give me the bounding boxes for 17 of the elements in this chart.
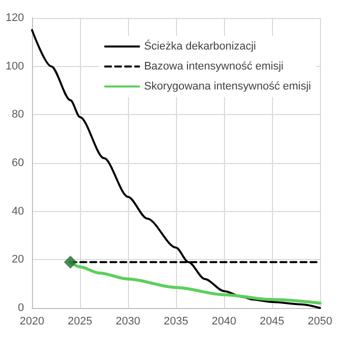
x-tick-label: 2020 [20, 316, 44, 328]
legend-label: Bazowa intensywność emisji [144, 60, 284, 72]
y-tick-label: 100 [6, 60, 24, 72]
x-tick-label: 2035 [164, 316, 188, 328]
x-tick-label: 2030 [116, 316, 140, 328]
x-tick-label: 2045 [260, 316, 284, 328]
x-tick-label: 2040 [212, 316, 236, 328]
y-tick-label: 60 [12, 157, 24, 169]
y-tick-label: 0 [18, 302, 24, 314]
y-tick-label: 20 [12, 254, 24, 266]
x-tick-label: 2050 [308, 316, 332, 328]
y-tick-label: 40 [12, 205, 24, 218]
legend-label: Ścieżka dekarbonizacji [144, 40, 256, 52]
y-tick-label: 120 [6, 12, 24, 24]
x-tick-label: 2025 [68, 316, 92, 328]
legend-label: Skorygowana intensywność emisji [144, 80, 312, 92]
y-tick-label: 80 [12, 108, 24, 121]
